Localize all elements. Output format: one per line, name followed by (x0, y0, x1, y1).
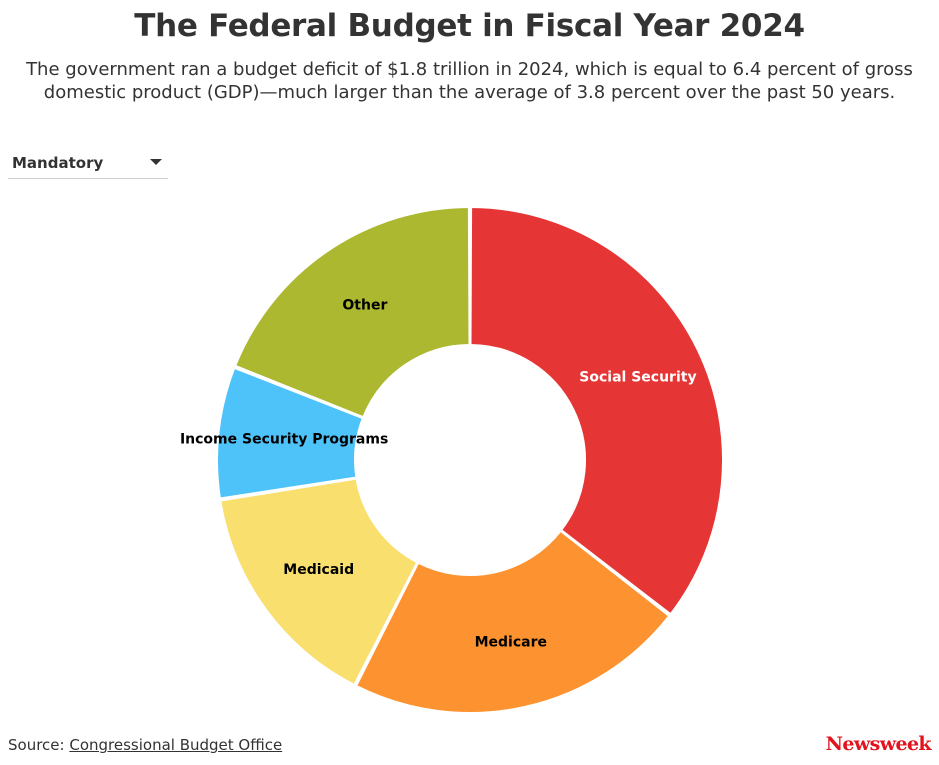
slice-label-income-security-programs: Income Security Programs (180, 431, 388, 447)
category-dropdown[interactable]: Mandatory (8, 150, 168, 179)
chart-subtitle: The government ran a budget deficit of $… (26, 59, 913, 103)
slice-label-medicaid: Medicaid (283, 562, 354, 578)
caret-down-icon (150, 159, 162, 165)
slice-other[interactable] (234, 206, 471, 419)
chart-title: The Federal Budget in Fiscal Year 2024 (134, 8, 805, 44)
slice-medicaid[interactable] (219, 477, 419, 686)
newsweek-logo: Newsweek (825, 733, 932, 755)
dropdown-selected-value: Mandatory (12, 154, 104, 172)
source-prefix: Source: (8, 736, 65, 754)
slice-label-other: Other (342, 297, 387, 313)
slice-income-security-programs[interactable] (216, 366, 364, 500)
slice-label-social-security: Social Security (579, 370, 696, 386)
source-note: Source: Congressional Budget Office (8, 736, 282, 754)
slice-medicare[interactable] (355, 529, 671, 714)
slice-label-medicare: Medicare (475, 634, 547, 650)
slice-social-security[interactable] (469, 206, 724, 616)
source-link[interactable]: Congressional Budget Office (69, 736, 283, 754)
